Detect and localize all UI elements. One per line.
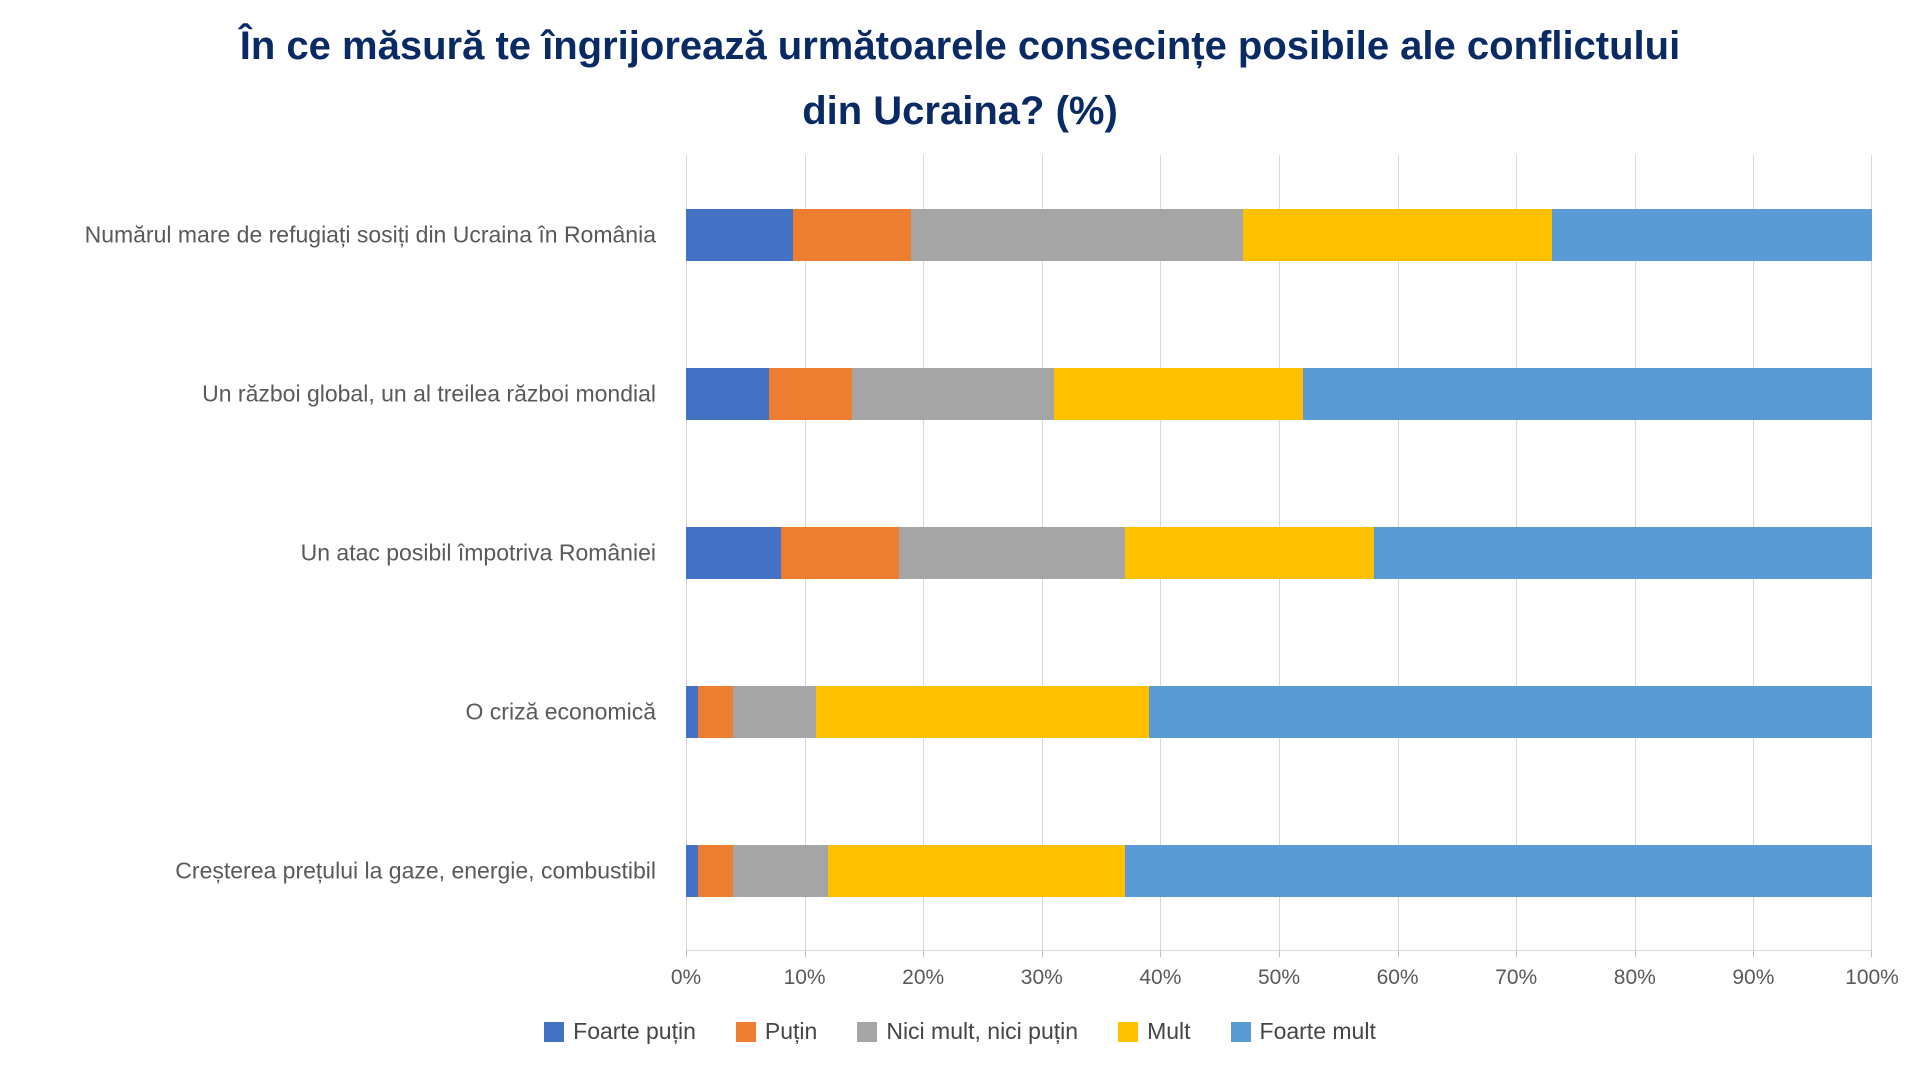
x-axis-tick-label: 100% <box>1845 966 1899 989</box>
x-axis-tick <box>686 950 687 957</box>
bar-segment <box>1302 367 1872 420</box>
x-axis: 0% 10% 20% 30% 40% 50% 60% 70% 80% 90% 100% <box>671 950 1899 1010</box>
bar-segment <box>686 208 793 261</box>
category-label: Un război global, un al treilea război m… <box>202 380 656 406</box>
x-axis-tick <box>1516 950 1518 957</box>
legend-item: Mult <box>1118 1018 1191 1045</box>
bar-row <box>686 526 1872 579</box>
legend: Foarte puțin Puțin Nici mult, nici puțin Mu… <box>0 1018 1920 1045</box>
x-axis-tick-label: 40% <box>1139 966 1182 989</box>
bar-segment <box>1148 685 1872 738</box>
legend-item: Nici mult, nici puțin <box>857 1018 1078 1045</box>
bar-segment <box>733 844 829 897</box>
legend-label: Foarte mult <box>1259 1018 1376 1044</box>
category-label: O criză economică <box>465 698 656 724</box>
legend-item: Puțin <box>735 1018 818 1045</box>
x-axis-tick <box>804 950 806 957</box>
category-label: Numărul mare de refugiați sosiți din Ucr… <box>84 221 656 247</box>
chart-title: În ce măsură te îngrijorează următoarele… <box>0 14 1920 144</box>
legend-swatch-icon <box>544 1021 565 1042</box>
x-axis-tick <box>1160 950 1162 957</box>
legend-label: Foarte puțin <box>573 1018 696 1044</box>
bar-segment <box>686 685 698 738</box>
legend-swatch-icon <box>1230 1021 1251 1042</box>
bar-segment <box>852 367 1054 420</box>
x-axis-tick <box>1753 950 1755 957</box>
legend-swatch-icon <box>857 1021 878 1042</box>
x-axis-tick <box>1634 950 1636 957</box>
bar-segment <box>1124 526 1374 579</box>
bar-segment <box>911 208 1244 261</box>
bar-segment <box>780 526 900 579</box>
legend-label: Mult <box>1147 1018 1191 1044</box>
bar-segment <box>733 685 817 738</box>
category-labels: Numărul mare de refugiați sosiți din Ucr… <box>0 155 662 950</box>
x-axis-tick-label: 10% <box>783 966 826 989</box>
x-axis-tick <box>923 950 925 957</box>
x-axis-tick-label: 50% <box>1257 966 1301 989</box>
bar-segment <box>686 367 770 420</box>
bar-row <box>686 208 1872 261</box>
bar-segment <box>697 844 734 897</box>
legend-item: Foarte puțin <box>544 1018 696 1045</box>
legend-label: Nici mult, nici puțin <box>886 1018 1079 1044</box>
bar-row <box>686 844 1872 897</box>
x-axis-tick-label: 90% <box>1732 966 1775 989</box>
bar-segment <box>769 367 853 420</box>
bar-segment <box>1053 367 1303 420</box>
chart-title-line2: din Ucraina? (%) <box>802 88 1118 133</box>
bar-segment <box>1243 208 1552 261</box>
bar-row <box>686 367 1872 420</box>
x-axis-tick <box>1279 950 1280 957</box>
bar-segment <box>1551 208 1872 261</box>
x-axis-tick-label: 80% <box>1613 966 1656 989</box>
bar-segment <box>686 526 781 579</box>
category-label: Un atac posibil împotriva României <box>300 539 656 565</box>
bar-segment <box>792 208 912 261</box>
bar-row <box>686 685 1872 738</box>
bar-segment <box>899 526 1125 579</box>
legend-item: Foarte mult <box>1230 1018 1376 1045</box>
x-axis-tick-label: 70% <box>1495 966 1538 989</box>
legend-swatch-icon <box>1118 1021 1139 1042</box>
x-axis-tick <box>1041 950 1043 957</box>
category-label: Creșterea prețului la gaze, energie, com… <box>175 857 656 883</box>
x-axis-tick-label: 30% <box>1020 966 1063 989</box>
bar-segment <box>1124 844 1872 897</box>
x-axis-tick-label: 60% <box>1376 966 1419 989</box>
x-axis-tick <box>1397 950 1399 957</box>
x-axis-tick <box>1871 950 1872 957</box>
x-axis-tick-label: 0% <box>670 966 702 989</box>
bar-segment <box>828 844 1125 897</box>
plot-area <box>686 155 1872 951</box>
x-axis-tick-label: 20% <box>902 966 945 989</box>
bar-segment <box>686 844 698 897</box>
bar-segment <box>1373 526 1872 579</box>
legend-swatch-icon <box>735 1021 756 1042</box>
legend-label: Puțin <box>764 1018 818 1044</box>
bar-segment <box>816 685 1149 738</box>
bar-segment <box>697 685 734 738</box>
chart-title-line1: În ce măsură te îngrijorează următoarele… <box>239 24 1681 68</box>
